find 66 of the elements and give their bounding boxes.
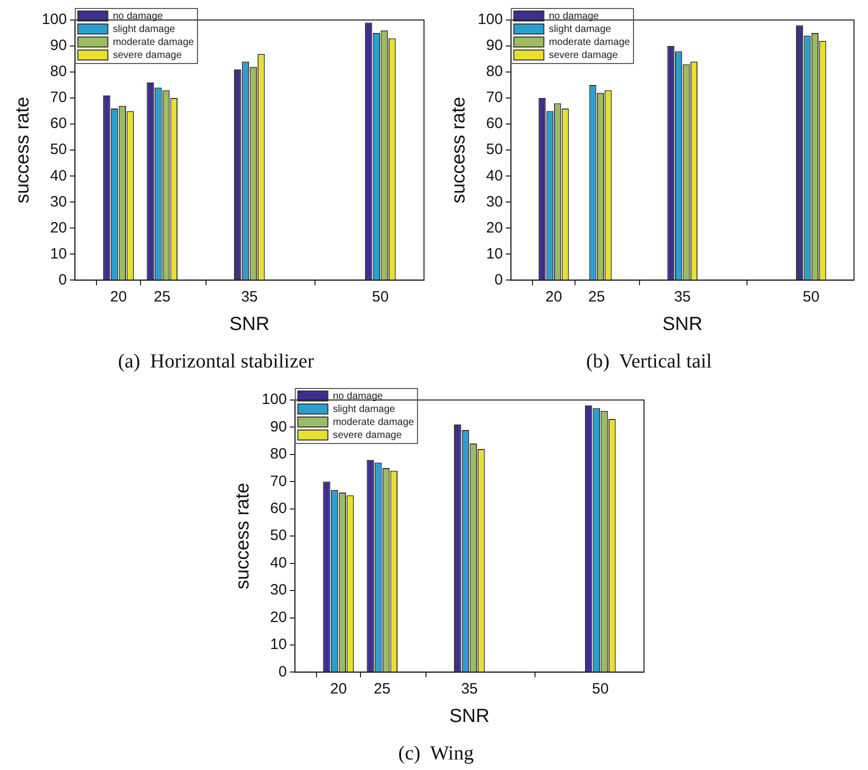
y-tick-label: 50: [270, 527, 287, 544]
legend-label: no damage: [332, 390, 384, 402]
y-tick-label: 10: [270, 636, 287, 654]
legend-label: severe damage: [548, 50, 618, 61]
y-axis-title: success rate: [12, 96, 34, 204]
x-tick-label: 50: [802, 288, 820, 306]
y-tick-label: 100: [42, 11, 67, 28]
text: (c) Wing: [398, 742, 474, 764]
x-tick-label: 35: [674, 288, 691, 306]
x-tick-label: 35: [241, 288, 258, 306]
y-tick-label: 80: [486, 63, 503, 80]
y-tick-label: 40: [486, 167, 503, 184]
y-tick-label: 10: [486, 245, 503, 262]
y-tick-label: 80: [50, 63, 67, 80]
x-tick-label: 20: [110, 288, 127, 306]
y-tick-label: 90: [486, 37, 503, 54]
y-tick-label: 40: [270, 554, 287, 572]
y-tick-label: 0: [494, 271, 503, 288]
y-tick-label: 80: [270, 446, 287, 463]
x-axis-title: SNR: [662, 314, 702, 335]
y-tick-label: 20: [270, 608, 287, 626]
y-tick-label: 10: [50, 245, 67, 262]
x-tick-label: 25: [154, 288, 170, 306]
y-tick-label: 60: [270, 500, 287, 518]
x-tick-label: 50: [372, 288, 389, 306]
x-tick-label: 35: [461, 680, 478, 698]
x-tick-label: 25: [588, 288, 605, 306]
legend-label: no damage: [548, 10, 600, 22]
y-tick-label: 60: [486, 115, 503, 132]
text: (a) Horizontal stabilizer: [118, 350, 314, 372]
y-tick-label: 50: [486, 141, 503, 158]
y-tick-label: 40: [50, 167, 67, 184]
y-tick-label: 0: [278, 663, 287, 680]
legend-label: no damage: [112, 10, 164, 22]
y-tick-label: 100: [478, 11, 503, 28]
legend-label: moderate damage: [332, 416, 414, 428]
y-tick-label: 70: [270, 472, 287, 490]
y-tick-label: 70: [50, 89, 67, 106]
x-tick-label: 50: [592, 680, 609, 698]
y-tick-label: 70: [486, 89, 503, 106]
y-tick-label: 20: [486, 219, 503, 236]
x-tick-label: 25: [374, 680, 390, 698]
legend-label: moderate damage: [112, 36, 194, 48]
y-tick-label: 90: [50, 37, 67, 54]
legend-label: severe damage: [112, 50, 182, 61]
text: (b) Vertical tail: [586, 350, 712, 372]
y-axis-title: success rate: [232, 482, 254, 590]
y-tick-label: 30: [50, 193, 67, 210]
y-tick-label: 30: [486, 193, 503, 210]
y-tick-label: 60: [50, 115, 67, 132]
legend-label: slight damage: [112, 24, 176, 35]
y-tick-label: 20: [50, 219, 67, 236]
x-axis-title: SNR: [449, 706, 490, 727]
y-axis-title: success rate: [448, 96, 470, 204]
y-tick-label: 50: [50, 141, 67, 158]
y-tick-label: 0: [58, 271, 67, 288]
legend-label: severe damage: [332, 430, 402, 441]
legend-label: slight damage: [332, 404, 396, 415]
x-axis-title: SNR: [229, 314, 270, 335]
y-tick-label: 30: [270, 582, 287, 599]
legend-label: moderate damage: [548, 36, 630, 48]
legend-label: slight damage: [548, 24, 612, 35]
x-tick-label: 20: [330, 680, 347, 698]
y-tick-label: 100: [262, 391, 287, 408]
y-tick-label: 90: [270, 418, 287, 436]
x-tick-label: 20: [545, 288, 562, 306]
